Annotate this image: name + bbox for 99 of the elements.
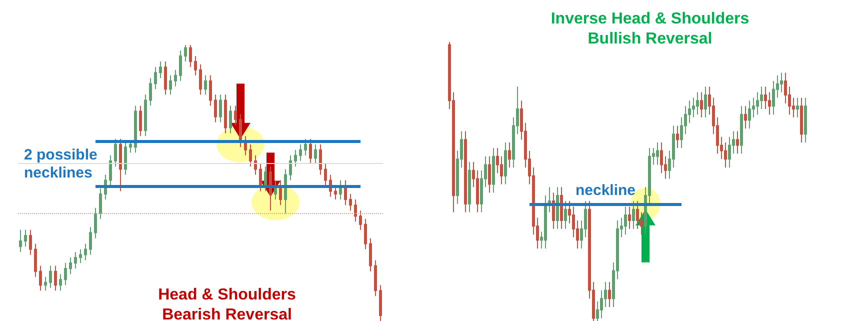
ref-line-label: neckline <box>575 182 636 199</box>
candlestick <box>294 149 297 167</box>
candlestick <box>309 138 312 164</box>
candlestick <box>548 186 551 213</box>
candlestick <box>264 166 267 192</box>
candlestick <box>119 138 122 192</box>
candlestick <box>796 97 799 118</box>
candlestick <box>314 144 317 164</box>
candlestick <box>64 262 67 286</box>
candlestick <box>214 94 217 123</box>
candlestick <box>229 105 232 134</box>
candlestick <box>740 106 743 154</box>
candlestick <box>19 229 22 252</box>
candlestick <box>354 199 357 222</box>
candlestick <box>34 243 37 278</box>
candlestick <box>39 265 42 292</box>
text: Head & Shoulders <box>158 286 296 304</box>
text: Bearish Reversal <box>162 306 292 321</box>
candlestick <box>800 97 803 143</box>
candlestick <box>29 229 32 256</box>
candlestick <box>334 185 337 200</box>
candlestick <box>234 105 237 126</box>
annotation: 2 possible necklines <box>24 146 102 182</box>
candlestick <box>560 186 563 230</box>
candlestick <box>144 94 147 137</box>
candlestick <box>608 281 611 308</box>
candlestick <box>696 92 699 116</box>
candlestick <box>656 142 659 166</box>
candlestick <box>324 163 327 186</box>
candlestick <box>628 206 631 230</box>
candlestick <box>259 163 262 192</box>
candlestick <box>149 78 152 106</box>
candlestick <box>199 64 202 96</box>
candlestick <box>224 94 227 134</box>
candlestick <box>49 265 52 288</box>
candlestick <box>184 44 187 62</box>
candlestick <box>59 274 62 292</box>
candlestick <box>284 168 287 214</box>
candlestick <box>84 243 87 261</box>
candlestick <box>134 105 137 154</box>
candlestick <box>700 92 703 118</box>
candlestick <box>139 105 142 137</box>
candlestick <box>194 56 197 76</box>
candlestick <box>632 200 635 230</box>
candlestick <box>369 238 372 272</box>
candlestick <box>94 207 97 239</box>
candlestick <box>556 186 559 230</box>
candlestick <box>159 61 162 79</box>
candlestick <box>468 161 471 213</box>
candlestick <box>239 114 242 148</box>
candlestick <box>124 141 127 176</box>
candlestick <box>319 144 322 176</box>
candlestick <box>219 94 222 123</box>
candlestick <box>304 138 307 156</box>
candlestick <box>24 229 27 247</box>
candlestick <box>736 130 739 154</box>
candlestick <box>99 188 102 220</box>
candlestick <box>54 265 57 292</box>
candlestick <box>289 154 292 181</box>
candlestick <box>379 284 382 321</box>
candlestick <box>249 144 252 167</box>
candlestick <box>374 260 377 297</box>
candlestick <box>154 66 157 90</box>
candlestick <box>189 44 192 68</box>
candlestick <box>169 74 172 96</box>
candlestick <box>748 100 751 129</box>
candlestick <box>174 69 177 87</box>
candlestick <box>44 276 47 292</box>
candlestick <box>299 144 302 162</box>
candlestick <box>492 148 495 194</box>
candlestick <box>508 142 511 168</box>
candlestick <box>364 218 367 250</box>
candlestick <box>164 61 167 96</box>
candlestick <box>129 141 132 154</box>
candlestick <box>544 194 547 249</box>
candlestick <box>349 194 352 212</box>
candlestick <box>488 156 491 194</box>
candlestick <box>204 74 207 96</box>
candlestick <box>464 130 467 213</box>
candlestick <box>624 206 627 236</box>
candlestick <box>704 86 707 118</box>
candlestick <box>504 142 507 185</box>
candlestick <box>359 210 362 230</box>
candlestick <box>564 200 567 230</box>
candlestick <box>744 106 747 129</box>
candlestick <box>74 252 77 270</box>
candlestick <box>676 125 679 149</box>
candlestick <box>269 166 272 212</box>
candlestick <box>804 97 807 143</box>
candlestick <box>69 257 72 275</box>
candlestick <box>89 226 92 256</box>
chart-subtitle: Bullish Reversal <box>588 30 712 48</box>
candlestick <box>254 154 257 176</box>
candlestick <box>114 138 117 167</box>
candlestick <box>109 154 112 186</box>
candlestick <box>179 50 182 82</box>
candlestick <box>79 248 82 264</box>
chart-title: Inverse Head & Shoulders <box>550 10 750 28</box>
candlestick <box>209 74 212 106</box>
